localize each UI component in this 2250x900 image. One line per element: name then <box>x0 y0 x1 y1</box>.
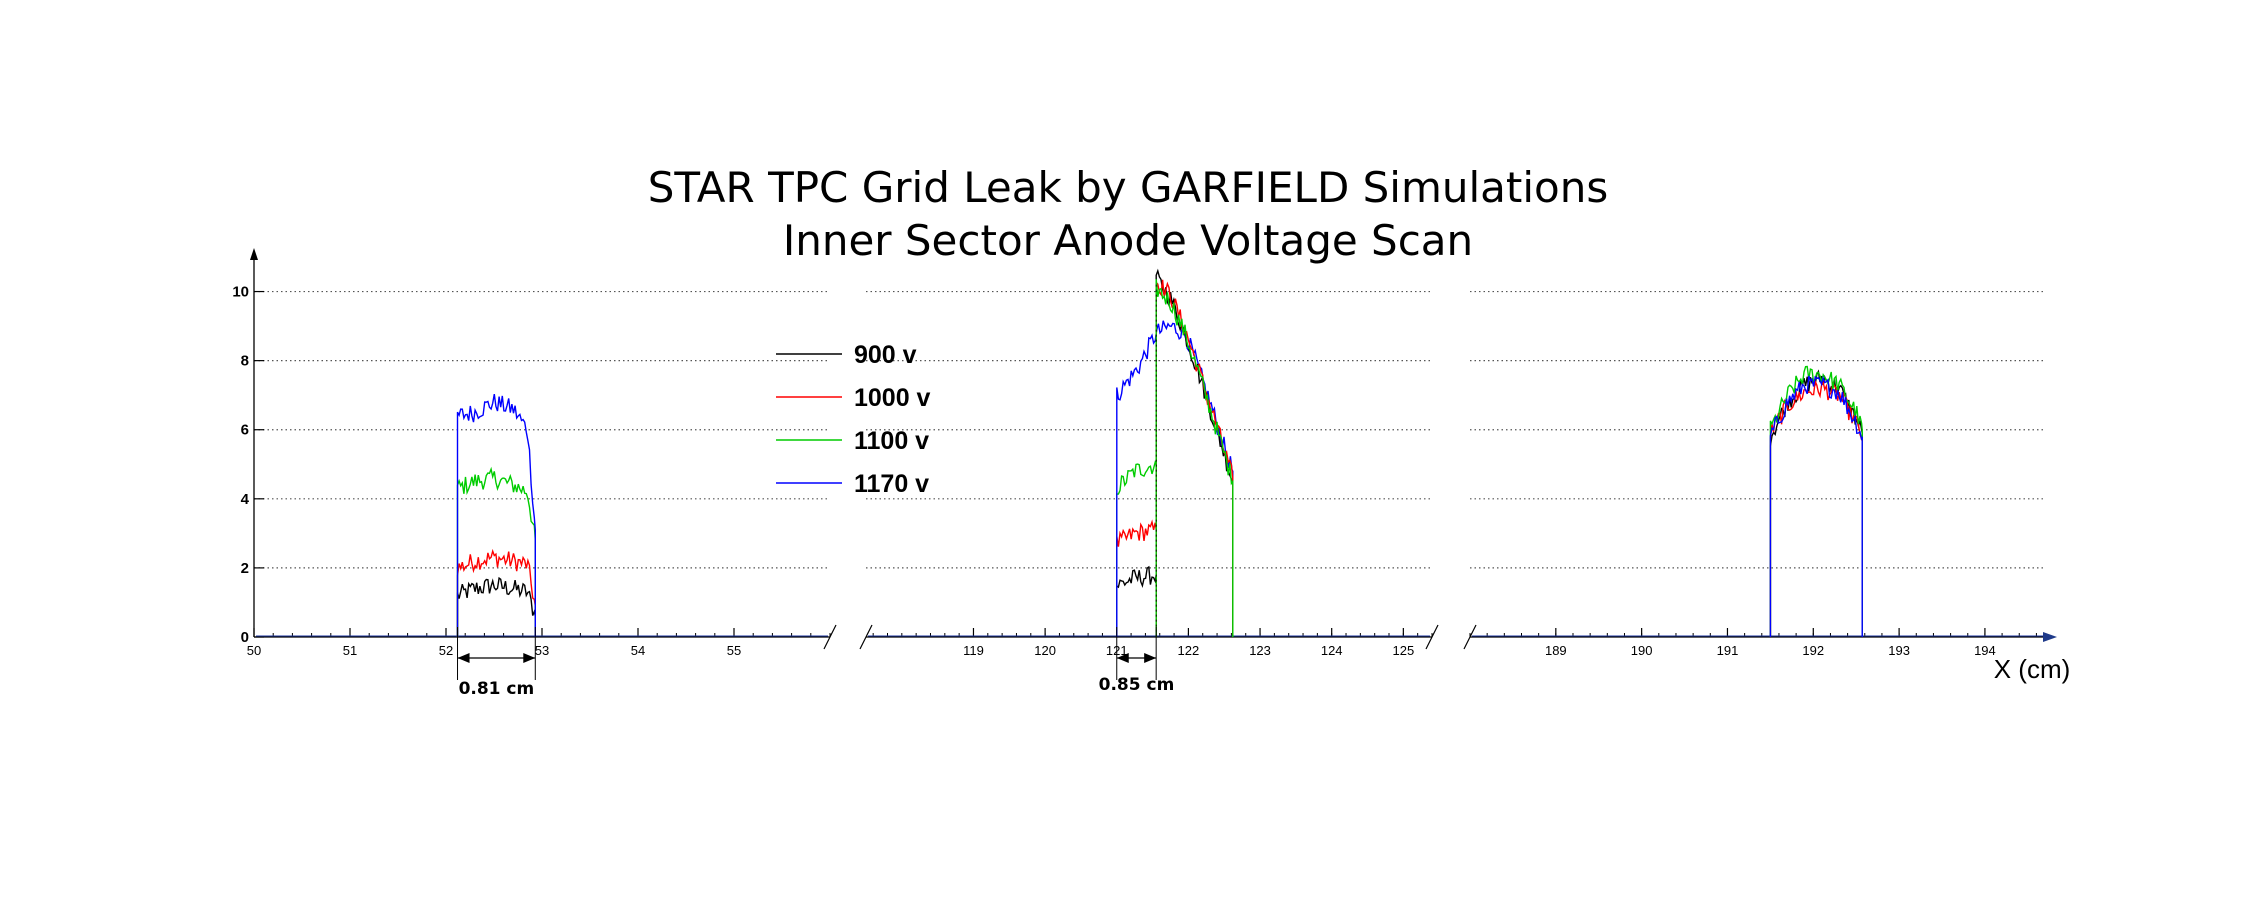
series-trace-1000-v <box>1116 519 1157 637</box>
x-tick-label: 53 <box>535 643 549 658</box>
dimension-arrow-right <box>1144 653 1157 663</box>
y-tick-label: 10 <box>232 284 249 301</box>
x-tick-label: 193 <box>1888 643 1910 658</box>
x-tick-label: 124 <box>1321 643 1343 658</box>
axis-break-mark <box>823 624 837 650</box>
legend-label: 1000 v <box>854 384 931 412</box>
y-tick-label: 8 <box>241 353 249 370</box>
series-trace-1000-v <box>1769 378 1863 637</box>
y-axis-arrow <box>250 248 258 260</box>
dimension-label: 0.85 cm <box>1099 675 1175 695</box>
x-tick-label: 192 <box>1802 643 1824 658</box>
x-tick-label: 190 <box>1631 643 1653 658</box>
chart-subtitle: Inner Sector Anode Voltage Scan <box>783 216 1473 265</box>
x-tick-label: 55 <box>727 643 741 658</box>
x-tick-label: 119 <box>963 643 984 658</box>
legend-label: 1170 v <box>854 470 929 498</box>
dimension-arrow-left <box>1116 653 1129 663</box>
series-trace-1000-v <box>456 548 536 637</box>
axis-break-mark <box>1463 624 1477 650</box>
dimension-arrow-left <box>457 653 470 663</box>
x-tick-label: 120 <box>1034 643 1056 658</box>
x-tick-label: 191 <box>1717 643 1739 658</box>
x-tick-label: 50 <box>247 643 261 658</box>
x-tick-label: 122 <box>1178 643 1200 658</box>
series-trace-1170-v <box>1116 320 1234 637</box>
x-axis-arrow <box>2043 632 2057 642</box>
plot-area <box>256 268 2043 637</box>
series-trace-900-v <box>1116 565 1157 637</box>
y-tick-label: 4 <box>241 491 250 508</box>
legend: 900 v 1000 v 1100 v 1170 v <box>776 341 931 498</box>
annotations: 0.81 cm 0.85 cm <box>457 284 1175 699</box>
y-tick-label: 2 <box>241 560 249 577</box>
series-trace-1170-v <box>1769 375 1863 637</box>
x-tick-label: 52 <box>439 643 453 658</box>
series-trace-1100-v <box>456 466 536 637</box>
x-tick-label: 194 <box>1974 643 1996 658</box>
series-trace-1000-v <box>1155 279 1234 637</box>
x-tick-label: 51 <box>343 643 357 658</box>
grid <box>254 290 2045 569</box>
x-tick-label: 123 <box>1249 643 1271 658</box>
series-trace-1100-v <box>1769 365 1863 637</box>
legend-label: 900 v <box>854 341 917 369</box>
series-trace-1100-v <box>1155 279 1234 637</box>
dimension-label: 0.81 cm <box>459 679 535 699</box>
series-trace-1100-v <box>1116 460 1157 637</box>
series-trace-900-v <box>456 576 536 637</box>
y-tick-label: 0 <box>241 629 249 646</box>
chart-title: STAR TPC Grid Leak by GARFIELD Simulatio… <box>648 163 1608 212</box>
legend-label: 1100 v <box>854 427 929 455</box>
x-tick-label: 189 <box>1545 643 1567 658</box>
series-trace-900-v <box>1155 268 1234 637</box>
series-trace-1170-v <box>456 393 536 637</box>
dimension-arrow-right <box>523 653 536 663</box>
y-tick-label: 6 <box>241 422 249 439</box>
x-tick-label: 54 <box>631 643 645 658</box>
axis-break-mark <box>859 624 873 650</box>
axis-break-mark <box>1425 624 1439 650</box>
x-axis-label: X (cm) <box>1994 654 2071 684</box>
x-tick-label: 125 <box>1392 643 1414 658</box>
